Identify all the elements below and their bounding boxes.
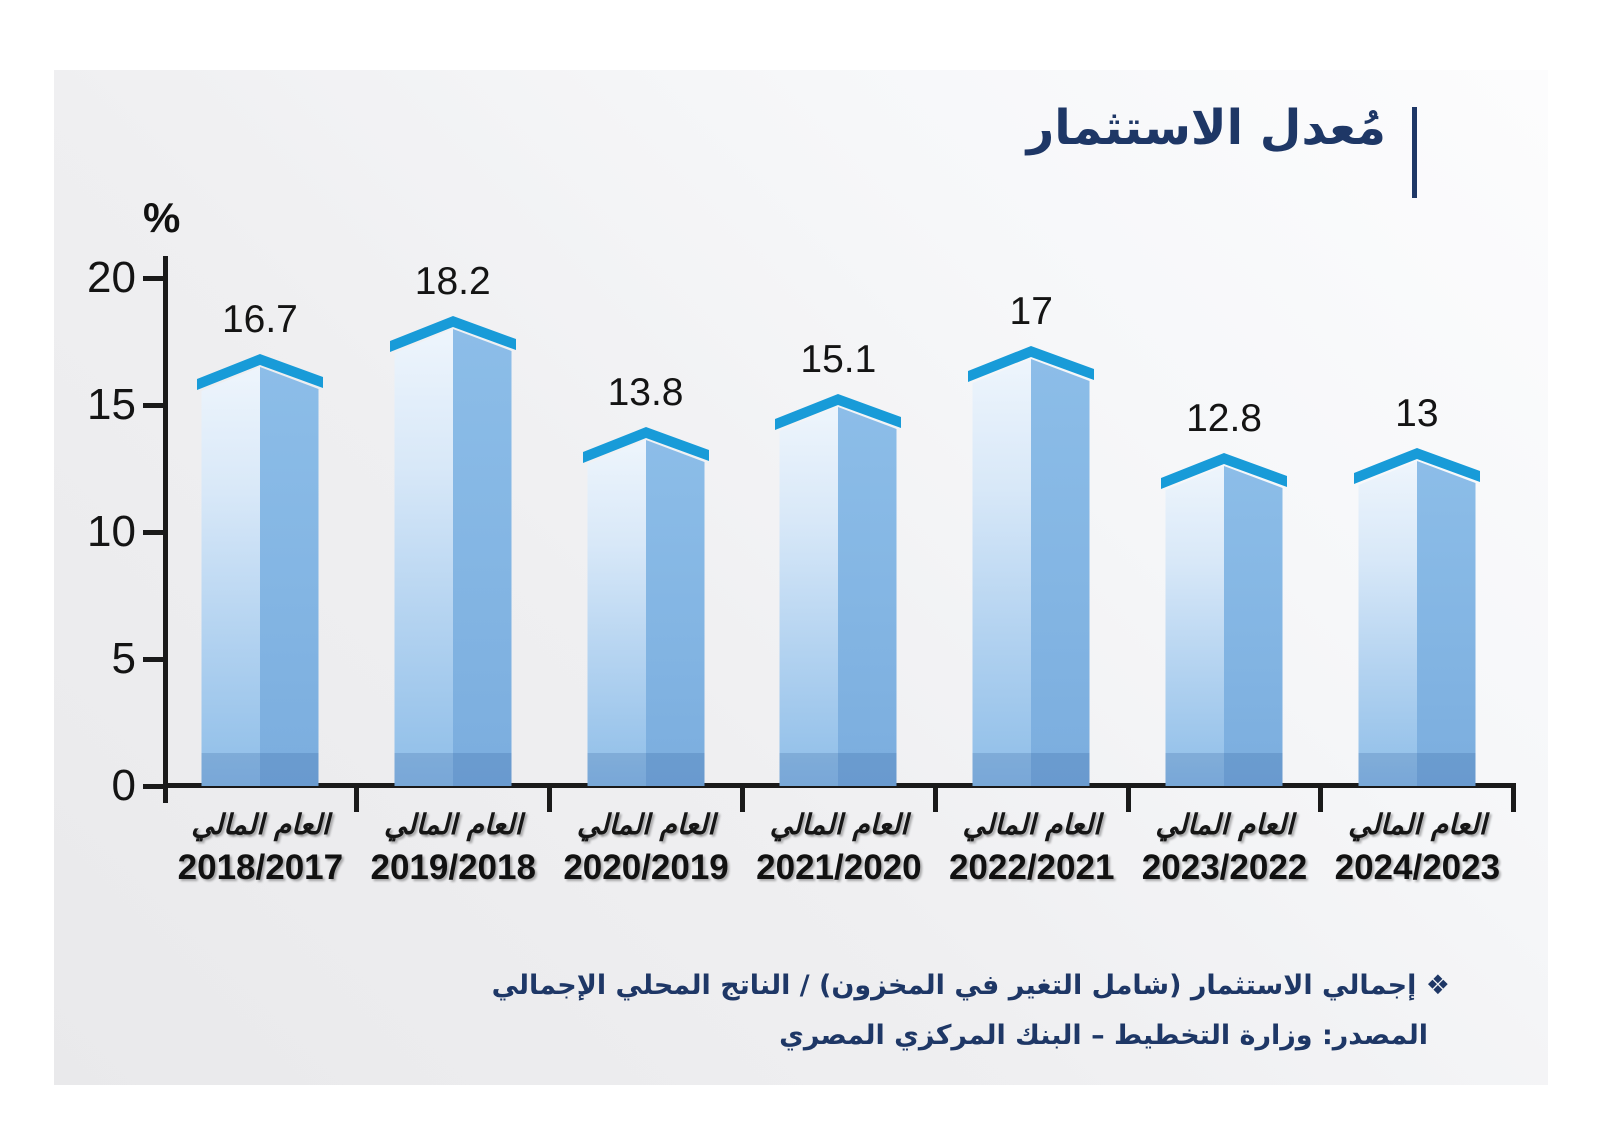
category-year: 2024/2023 [1334, 848, 1501, 887]
bar-cap [968, 346, 1095, 382]
bar-face-right [1224, 466, 1283, 786]
y-tick [143, 783, 166, 789]
bar-base-shade [587, 753, 705, 786]
bar-base-shade [394, 753, 512, 786]
y-tick-label: 0 [111, 761, 136, 810]
category-label-cell: العام المالي 2019/2018 [357, 808, 550, 888]
footnote-source: المصدر: وزارة التخطيط – البنك المركزي ال… [779, 1020, 1428, 1051]
category-label-cell: العام المالي 2020/2019 [550, 808, 743, 888]
y-tick [143, 275, 166, 281]
bar-cap [1161, 453, 1288, 489]
category-year: 2023/2022 [1141, 848, 1308, 887]
bar-base-shade [779, 753, 897, 786]
category-year: 2022/2021 [948, 848, 1115, 887]
category-year: 2021/2020 [756, 848, 922, 887]
bar [1161, 453, 1288, 786]
x-tick [354, 786, 360, 812]
x-tick [1318, 786, 1324, 812]
bar-value-label: 12.8 [1186, 397, 1262, 440]
bar [1353, 448, 1480, 786]
bar [389, 316, 516, 786]
bar-face-left [201, 367, 260, 786]
category-year: 2020/2019 [563, 848, 729, 887]
y-tick-label: 5 [111, 634, 136, 683]
bar-face-left [1165, 466, 1225, 786]
bar-base-shade [972, 753, 1090, 786]
y-tick [143, 656, 166, 662]
category-label-cell: العام المالي 2022/2021 [935, 808, 1128, 888]
footnote-definition: ❖ إجمالي الاستثمار (شامل التغير في المخز… [491, 970, 1450, 1001]
y-tick-label: 15 [87, 380, 136, 429]
bar-face-right [1416, 461, 1476, 786]
category-prefix: العام المالي [191, 808, 330, 841]
bar-cap [196, 354, 323, 390]
bar-face-right [259, 367, 319, 786]
bar-cap [582, 427, 709, 463]
bar-face-left [587, 440, 646, 786]
bar-face-right [645, 440, 705, 786]
bar [196, 354, 323, 786]
category-year: 2018/2017 [177, 848, 344, 887]
bar [582, 427, 709, 786]
bar-face-left [779, 407, 839, 786]
category-label-cell: العام المالي 2021/2020 [742, 808, 935, 888]
bar-cap [1353, 448, 1480, 484]
bar-cap [775, 394, 902, 430]
x-tick [739, 786, 745, 812]
bar-base-shade [1358, 753, 1476, 786]
x-tick [1125, 786, 1131, 812]
bar-base-shade [201, 753, 319, 786]
bar-base-shade [1165, 753, 1283, 786]
bar-face-right [1031, 359, 1090, 786]
category-prefix: العام المالي [1155, 808, 1294, 841]
category-label-cell: العام المالي 2018/2017 [164, 808, 357, 888]
category-prefix: العام المالي [962, 808, 1101, 841]
bar-value-label: 13 [1395, 392, 1439, 435]
y-tick-label: 10 [87, 507, 136, 556]
bar-value-label: 18.2 [414, 260, 491, 303]
title-rule [1412, 107, 1417, 198]
category-prefix: العام المالي [384, 808, 523, 841]
bar-cap [389, 316, 516, 352]
x-tick [547, 786, 553, 812]
bar [775, 394, 902, 786]
x-tick [1511, 786, 1517, 812]
y-tick [143, 402, 166, 408]
y-tick [143, 529, 166, 535]
category-prefix: العام المالي [769, 808, 909, 841]
category-prefix: العام المالي [1348, 808, 1487, 841]
bar-value-label: 17 [1009, 290, 1053, 333]
x-tick [932, 786, 938, 812]
category-year: 2019/2018 [370, 848, 536, 887]
y-tick-label: 20 [87, 253, 136, 302]
y-axis-unit-label: % [143, 194, 181, 241]
bar-face-right [838, 407, 897, 786]
bar-value-label: 16.7 [221, 298, 298, 341]
bar [968, 346, 1095, 786]
category-label-cell: العام المالي 2023/2022 [1128, 808, 1321, 888]
category-prefix: العام المالي [576, 808, 716, 841]
bar-face-left [394, 329, 453, 786]
chart-title: مُعدل الاستثمار [1026, 100, 1386, 156]
bar-face-right [452, 329, 512, 786]
bar-face-left [1358, 461, 1417, 786]
bar-face-left [972, 359, 1032, 786]
bar-value-label: 13.8 [607, 371, 684, 414]
category-label-cell: العام المالي 2024/2023 [1321, 808, 1514, 888]
bar-value-label: 15.1 [800, 338, 877, 381]
